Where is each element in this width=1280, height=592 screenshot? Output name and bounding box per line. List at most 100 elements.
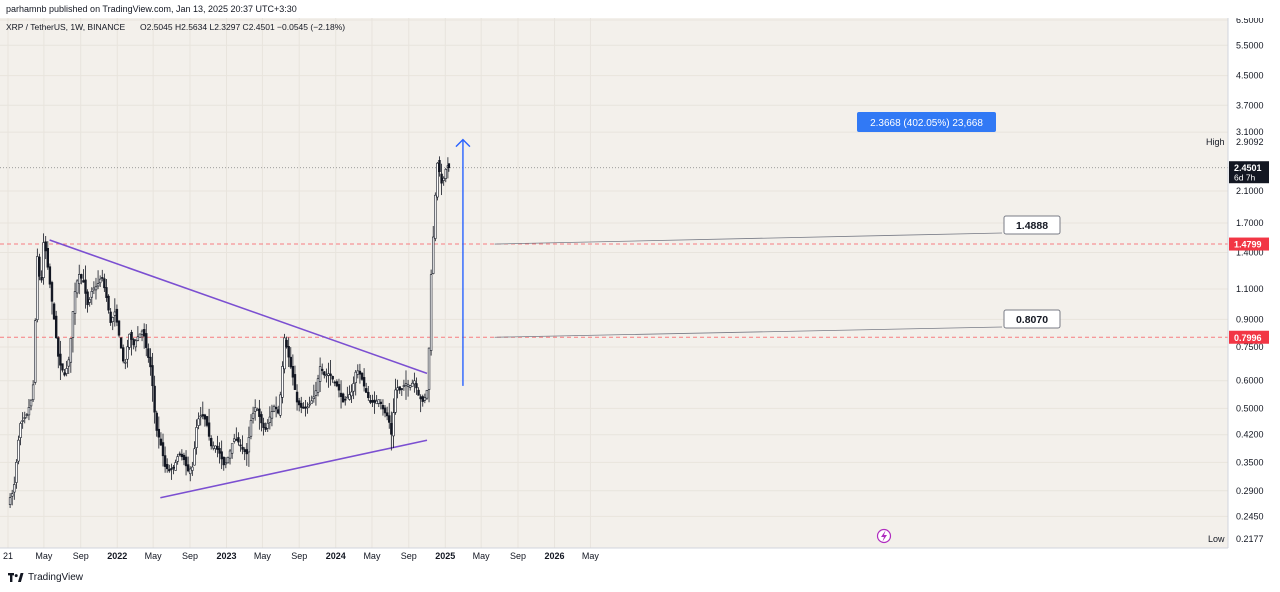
candle-body <box>115 308 119 323</box>
lower-trendline <box>160 439 428 499</box>
candle-body <box>314 390 318 396</box>
candle-body <box>46 248 49 268</box>
time-tick-label: Sep <box>182 551 198 561</box>
trendlines[interactable] <box>49 239 428 499</box>
candle-body <box>174 462 177 471</box>
time-axis[interactable]: 21 May Sep 2022 May Sep 2023 May Sep 2024 May Sep 20… <box>0 547 1228 561</box>
candle-body <box>182 454 186 461</box>
candle-body <box>249 420 253 437</box>
price-tick-label: 0.3500 <box>1236 457 1264 467</box>
candle-body <box>390 422 393 435</box>
candle-body <box>279 394 282 416</box>
chart-frame[interactable]: 2.3668 (402.05%) 23,668 1.4888 0.8070 6.50… <box>0 15 1280 566</box>
price-tick-label: 5.5000 <box>1236 40 1264 50</box>
plot-background[interactable] <box>0 18 1228 548</box>
tradingview-logo-icon <box>8 573 24 582</box>
candle-body <box>205 416 209 426</box>
candle-body <box>117 320 121 336</box>
candle-body <box>375 400 378 405</box>
candle-body <box>429 274 433 351</box>
candle-body <box>130 331 133 340</box>
candle-body <box>126 346 129 360</box>
candle-body <box>287 346 290 358</box>
candle-body <box>65 368 68 374</box>
candle-body <box>440 173 443 184</box>
candle-body <box>253 407 257 412</box>
price-tick-label: 6.5000 <box>1236 18 1264 25</box>
candle-body <box>98 278 102 284</box>
footer-brand: TradingView <box>28 572 84 583</box>
current-price-value: 2.4501 <box>1234 163 1262 173</box>
candle-body <box>157 428 161 438</box>
candle-body <box>289 356 292 368</box>
candle-body <box>388 415 391 423</box>
candle-body <box>195 427 198 448</box>
candle-body <box>224 462 228 465</box>
candle-body <box>318 366 322 382</box>
candle-body <box>25 414 29 416</box>
candle-body <box>369 400 372 403</box>
candle-body <box>335 381 339 387</box>
annotations[interactable]: 2.3668 (402.05%) 23,668 1.4888 0.8070 <box>455 112 1061 544</box>
candle-body <box>381 405 385 410</box>
candle-body <box>427 347 431 390</box>
candle-body <box>132 339 135 346</box>
candle-body <box>17 439 20 462</box>
candle-body <box>438 160 441 173</box>
candle-body <box>228 450 232 459</box>
candle-body <box>396 387 399 391</box>
candle-body <box>54 315 58 339</box>
candle-body <box>302 406 305 409</box>
candle-body <box>163 455 167 467</box>
candles <box>8 156 451 509</box>
candle-body <box>147 348 150 358</box>
candle-body <box>69 338 73 363</box>
price-tick-label: 3.7000 <box>1236 100 1264 110</box>
candle-body <box>327 373 330 376</box>
candle-body <box>149 356 152 368</box>
price-tick-label: 2.1000 <box>1236 186 1264 196</box>
candle-body <box>10 493 14 497</box>
candle-body <box>170 468 173 470</box>
candle-body <box>138 333 142 338</box>
low-label: Low <box>1208 534 1225 544</box>
candle-body <box>142 329 146 337</box>
candle-body <box>358 370 362 375</box>
price-axis[interactable]: 6.5000 5.5000 4.5000 3.7000 3.1000 2.1000 1.70… <box>1206 15 1269 548</box>
grid-lines <box>0 18 1228 548</box>
candle-body <box>222 456 225 466</box>
candle-body <box>402 385 406 387</box>
candle-body <box>21 420 24 422</box>
candle-body <box>153 385 156 413</box>
footer: TradingView <box>8 572 83 583</box>
candle-body <box>168 469 171 472</box>
candle-body <box>241 446 244 450</box>
candle-body <box>159 438 163 446</box>
candle-body <box>191 466 194 471</box>
candle-body <box>436 162 439 198</box>
candle-body <box>308 403 311 406</box>
candle-body <box>136 336 140 341</box>
candle-body <box>333 381 336 384</box>
candle-body <box>103 278 106 289</box>
candle-body <box>178 453 181 456</box>
candle-body <box>272 405 276 412</box>
candle-body <box>38 256 41 277</box>
candle-body <box>331 375 334 380</box>
time-tick-label: Sep <box>73 551 89 561</box>
candle-body <box>274 406 278 410</box>
price-tick-label: 0.5000 <box>1236 403 1264 413</box>
candle-body <box>344 398 347 401</box>
candle-body <box>94 286 98 291</box>
candle-body <box>235 439 238 441</box>
level-lower-label-text: 0.8070 <box>1016 314 1048 326</box>
candle-body <box>140 330 144 335</box>
support-lower-value: 0.7996 <box>1234 333 1262 343</box>
time-tick-label: 2024 <box>326 551 346 561</box>
price-tick-label: 0.7500 <box>1236 342 1264 352</box>
measure-label-box <box>857 112 996 132</box>
candle-body <box>243 449 246 452</box>
price-chart[interactable]: 2.3668 (402.05%) 23,668 1.4888 0.8070 6.50… <box>0 15 1280 566</box>
publish-info: parhamnb published on TradingView.com, J… <box>6 4 297 14</box>
candle-body <box>413 380 416 385</box>
